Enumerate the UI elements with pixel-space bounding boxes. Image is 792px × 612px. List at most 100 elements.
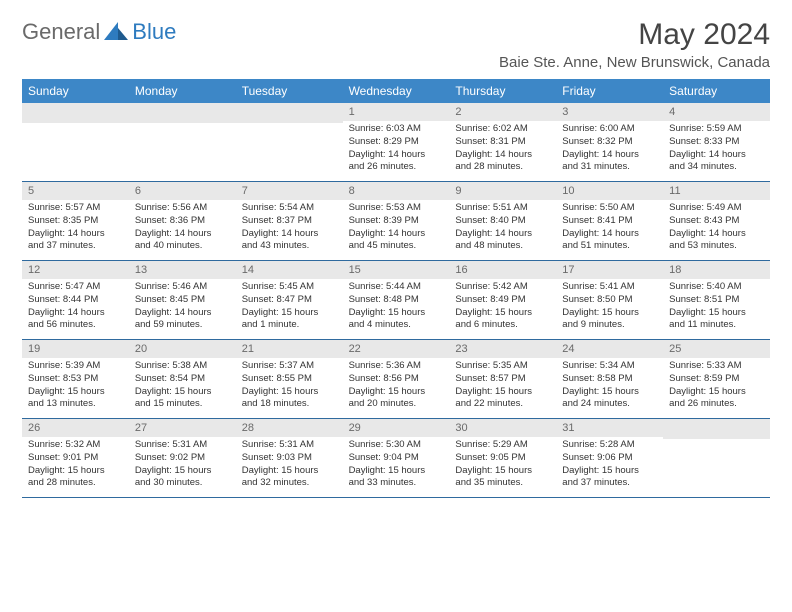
calendar-day-cell: 26Sunrise: 5:32 AMSunset: 9:01 PMDayligh… <box>22 419 129 497</box>
daylight-text: Daylight: 15 hours and 13 minutes. <box>28 386 123 412</box>
sunrise-text: Sunrise: 5:42 AM <box>455 281 550 294</box>
calendar-day-cell <box>236 103 343 181</box>
day-details: Sunrise: 5:57 AMSunset: 8:35 PMDaylight:… <box>22 200 129 257</box>
sunrise-text: Sunrise: 6:02 AM <box>455 123 550 136</box>
calendar-day-cell: 8Sunrise: 5:53 AMSunset: 8:39 PMDaylight… <box>343 182 450 260</box>
calendar-week-row: 1Sunrise: 6:03 AMSunset: 8:29 PMDaylight… <box>22 103 770 182</box>
sunset-text: Sunset: 8:31 PM <box>455 136 550 149</box>
day-details: Sunrise: 5:30 AMSunset: 9:04 PMDaylight:… <box>343 437 450 494</box>
calendar-day-cell: 24Sunrise: 5:34 AMSunset: 8:58 PMDayligh… <box>556 340 663 418</box>
sunrise-text: Sunrise: 5:54 AM <box>242 202 337 215</box>
calendar-day-cell: 15Sunrise: 5:44 AMSunset: 8:48 PMDayligh… <box>343 261 450 339</box>
sunset-text: Sunset: 8:49 PM <box>455 294 550 307</box>
calendar-day-cell: 31Sunrise: 5:28 AMSunset: 9:06 PMDayligh… <box>556 419 663 497</box>
sunset-text: Sunset: 8:59 PM <box>669 373 764 386</box>
day-number: 11 <box>663 182 770 200</box>
sunrise-text: Sunrise: 6:03 AM <box>349 123 444 136</box>
sunset-text: Sunset: 8:47 PM <box>242 294 337 307</box>
sunrise-text: Sunrise: 5:33 AM <box>669 360 764 373</box>
day-details: Sunrise: 5:53 AMSunset: 8:39 PMDaylight:… <box>343 200 450 257</box>
day-number: 17 <box>556 261 663 279</box>
day-details: Sunrise: 5:39 AMSunset: 8:53 PMDaylight:… <box>22 358 129 415</box>
calendar-day-cell: 7Sunrise: 5:54 AMSunset: 8:37 PMDaylight… <box>236 182 343 260</box>
day-details: Sunrise: 5:51 AMSunset: 8:40 PMDaylight:… <box>449 200 556 257</box>
day-number: 28 <box>236 419 343 437</box>
day-details: Sunrise: 5:29 AMSunset: 9:05 PMDaylight:… <box>449 437 556 494</box>
sunset-text: Sunset: 9:02 PM <box>135 452 230 465</box>
sunrise-text: Sunrise: 5:53 AM <box>349 202 444 215</box>
sunrise-text: Sunrise: 5:44 AM <box>349 281 444 294</box>
daylight-text: Daylight: 14 hours and 37 minutes. <box>28 228 123 254</box>
sunset-text: Sunset: 8:35 PM <box>28 215 123 228</box>
sunrise-text: Sunrise: 5:32 AM <box>28 439 123 452</box>
calendar-day-cell: 6Sunrise: 5:56 AMSunset: 8:36 PMDaylight… <box>129 182 236 260</box>
day-number <box>663 419 770 439</box>
sunset-text: Sunset: 8:37 PM <box>242 215 337 228</box>
calendar-day-cell: 12Sunrise: 5:47 AMSunset: 8:44 PMDayligh… <box>22 261 129 339</box>
day-number: 10 <box>556 182 663 200</box>
sunrise-text: Sunrise: 5:49 AM <box>669 202 764 215</box>
sunrise-text: Sunrise: 5:56 AM <box>135 202 230 215</box>
day-details: Sunrise: 5:46 AMSunset: 8:45 PMDaylight:… <box>129 279 236 336</box>
calendar-day-cell: 4Sunrise: 5:59 AMSunset: 8:33 PMDaylight… <box>663 103 770 181</box>
daylight-text: Daylight: 15 hours and 37 minutes. <box>562 465 657 491</box>
sunset-text: Sunset: 8:50 PM <box>562 294 657 307</box>
sunrise-text: Sunrise: 5:35 AM <box>455 360 550 373</box>
page-header: General Blue May 2024 Baie Ste. Anne, Ne… <box>22 18 770 71</box>
day-details: Sunrise: 6:02 AMSunset: 8:31 PMDaylight:… <box>449 121 556 178</box>
daylight-text: Daylight: 14 hours and 53 minutes. <box>669 228 764 254</box>
day-number <box>22 103 129 123</box>
daylight-text: Daylight: 14 hours and 43 minutes. <box>242 228 337 254</box>
day-details: Sunrise: 5:38 AMSunset: 8:54 PMDaylight:… <box>129 358 236 415</box>
sunrise-text: Sunrise: 5:36 AM <box>349 360 444 373</box>
sunrise-text: Sunrise: 5:40 AM <box>669 281 764 294</box>
sunrise-text: Sunrise: 5:38 AM <box>135 360 230 373</box>
sunset-text: Sunset: 8:57 PM <box>455 373 550 386</box>
daylight-text: Daylight: 15 hours and 9 minutes. <box>562 307 657 333</box>
day-details: Sunrise: 5:32 AMSunset: 9:01 PMDaylight:… <box>22 437 129 494</box>
day-number: 3 <box>556 103 663 121</box>
calendar-body: 1Sunrise: 6:03 AMSunset: 8:29 PMDaylight… <box>22 103 770 498</box>
calendar-day-cell: 14Sunrise: 5:45 AMSunset: 8:47 PMDayligh… <box>236 261 343 339</box>
calendar-day-cell: 11Sunrise: 5:49 AMSunset: 8:43 PMDayligh… <box>663 182 770 260</box>
calendar-day-cell: 18Sunrise: 5:40 AMSunset: 8:51 PMDayligh… <box>663 261 770 339</box>
sunset-text: Sunset: 8:33 PM <box>669 136 764 149</box>
day-details: Sunrise: 5:40 AMSunset: 8:51 PMDaylight:… <box>663 279 770 336</box>
sunset-text: Sunset: 8:36 PM <box>135 215 230 228</box>
sunset-text: Sunset: 9:01 PM <box>28 452 123 465</box>
daylight-text: Daylight: 14 hours and 51 minutes. <box>562 228 657 254</box>
weekday-label: Sunday <box>22 79 129 103</box>
title-block: May 2024 Baie Ste. Anne, New Brunswick, … <box>499 18 770 71</box>
weekday-label: Monday <box>129 79 236 103</box>
daylight-text: Daylight: 15 hours and 32 minutes. <box>242 465 337 491</box>
day-number: 22 <box>343 340 450 358</box>
sunset-text: Sunset: 9:06 PM <box>562 452 657 465</box>
sunrise-text: Sunrise: 5:31 AM <box>242 439 337 452</box>
daylight-text: Daylight: 15 hours and 4 minutes. <box>349 307 444 333</box>
calendar-week-row: 12Sunrise: 5:47 AMSunset: 8:44 PMDayligh… <box>22 261 770 340</box>
daylight-text: Daylight: 15 hours and 1 minute. <box>242 307 337 333</box>
sunset-text: Sunset: 8:44 PM <box>28 294 123 307</box>
calendar-week-row: 19Sunrise: 5:39 AMSunset: 8:53 PMDayligh… <box>22 340 770 419</box>
daylight-text: Daylight: 15 hours and 30 minutes. <box>135 465 230 491</box>
sunrise-text: Sunrise: 5:57 AM <box>28 202 123 215</box>
day-number: 5 <box>22 182 129 200</box>
daylight-text: Daylight: 14 hours and 31 minutes. <box>562 149 657 175</box>
sunset-text: Sunset: 8:51 PM <box>669 294 764 307</box>
day-details: Sunrise: 5:34 AMSunset: 8:58 PMDaylight:… <box>556 358 663 415</box>
calendar-day-cell: 20Sunrise: 5:38 AMSunset: 8:54 PMDayligh… <box>129 340 236 418</box>
sunrise-text: Sunrise: 5:59 AM <box>669 123 764 136</box>
day-number: 14 <box>236 261 343 279</box>
sunrise-text: Sunrise: 5:31 AM <box>135 439 230 452</box>
calendar-week-row: 5Sunrise: 5:57 AMSunset: 8:35 PMDaylight… <box>22 182 770 261</box>
calendar-day-cell: 9Sunrise: 5:51 AMSunset: 8:40 PMDaylight… <box>449 182 556 260</box>
day-details: Sunrise: 5:42 AMSunset: 8:49 PMDaylight:… <box>449 279 556 336</box>
day-details: Sunrise: 5:54 AMSunset: 8:37 PMDaylight:… <box>236 200 343 257</box>
calendar-week-row: 26Sunrise: 5:32 AMSunset: 9:01 PMDayligh… <box>22 419 770 498</box>
sunset-text: Sunset: 8:56 PM <box>349 373 444 386</box>
weekday-label: Friday <box>556 79 663 103</box>
calendar-day-cell <box>22 103 129 181</box>
daylight-text: Daylight: 15 hours and 28 minutes. <box>28 465 123 491</box>
sunset-text: Sunset: 8:54 PM <box>135 373 230 386</box>
sunset-text: Sunset: 8:53 PM <box>28 373 123 386</box>
